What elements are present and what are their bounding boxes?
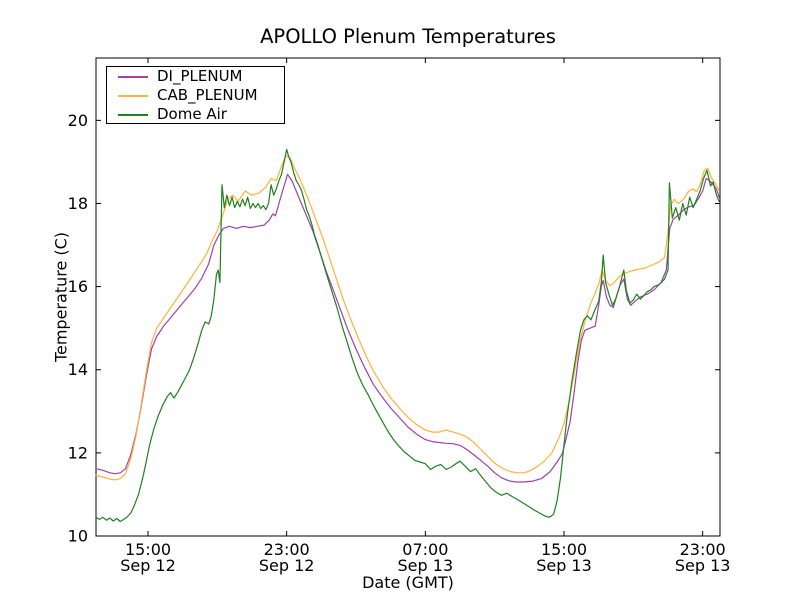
y-tick-label: 14 xyxy=(68,360,88,379)
series-line-dome-air xyxy=(95,148,720,523)
legend-label: DI_PLENUM xyxy=(157,67,243,85)
legend-item: CAB_PLENUM xyxy=(107,86,284,105)
y-tick-label: 12 xyxy=(68,443,88,462)
x-tick-label-time: 23:00 xyxy=(680,540,726,559)
x-tick-label-time: 15:00 xyxy=(125,540,171,559)
legend-item: DI_PLENUM xyxy=(107,67,284,86)
y-tick-label: 20 xyxy=(68,111,88,130)
plot-frame xyxy=(95,57,721,537)
y-axis-label: Temperature (C) xyxy=(51,231,71,363)
x-tick-label-date: Sep 12 xyxy=(259,556,315,575)
legend-line-dome-air xyxy=(118,113,148,116)
x-tick-label-date: Sep 13 xyxy=(536,556,592,575)
y-tick-label: 16 xyxy=(68,277,88,296)
y-tick-label: 10 xyxy=(68,527,88,546)
legend-label: Dome Air xyxy=(157,105,227,123)
y-tick-label: 18 xyxy=(68,194,88,213)
x-axis-label: Date (GMT) xyxy=(362,573,454,592)
x-tick-label-date: Sep 13 xyxy=(675,556,731,575)
legend-line-cab-plenum xyxy=(118,94,148,97)
legend-line-di-plenum xyxy=(118,75,148,78)
x-tick-label-time: 23:00 xyxy=(264,540,310,559)
legend: DI_PLENUM CAB_PLENUM Dome Air xyxy=(106,66,285,124)
chart-title: APOLLO Plenum Temperatures xyxy=(260,25,556,48)
x-tick-label-date: Sep 13 xyxy=(398,556,454,575)
x-tick-label-time: 07:00 xyxy=(402,540,448,559)
series-line-di-plenum xyxy=(95,173,720,483)
x-tick-label-date: Sep 12 xyxy=(120,556,176,575)
x-tick-label-time: 15:00 xyxy=(541,540,587,559)
series-line-cab-plenum xyxy=(95,155,720,481)
legend-item: Dome Air xyxy=(107,105,284,124)
legend-label: CAB_PLENUM xyxy=(157,86,258,104)
